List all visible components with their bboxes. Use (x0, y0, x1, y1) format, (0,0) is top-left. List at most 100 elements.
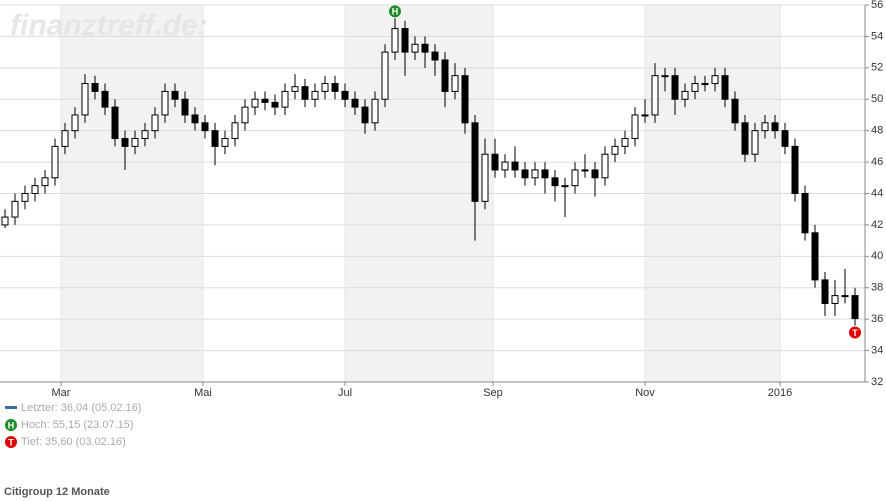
candle-body (41, 177, 49, 187)
candle-body (851, 295, 859, 320)
candle-body (771, 122, 779, 132)
candle-body (51, 145, 59, 179)
extreme-marker-label: T (852, 328, 858, 338)
y-tick-label: 40 (871, 250, 883, 262)
y-tick-label: 56 (871, 0, 883, 11)
candle-body (741, 122, 749, 155)
candle-body (791, 145, 799, 194)
candle-body (341, 90, 349, 100)
candle-body (81, 83, 89, 116)
candle-body (551, 177, 559, 187)
candle-body (301, 86, 309, 100)
candle-body (101, 90, 109, 108)
candle-body (11, 200, 19, 218)
chart-title: Citigroup 12 Monate (4, 486, 110, 498)
candle-body (241, 106, 249, 124)
extreme-marker (849, 326, 861, 339)
candle-body (691, 83, 699, 92)
candle-body (351, 98, 359, 108)
legend-label: Letzter: 36,04 (05.02.16) (21, 402, 141, 414)
y-tick-label: 32 (871, 376, 883, 388)
candle-body (831, 295, 839, 304)
x-tick-label: Sep (483, 387, 503, 399)
legend-marker-label: T (8, 437, 14, 447)
legend-marker-label: H (8, 420, 15, 430)
candle-body (471, 122, 479, 202)
candle-body (221, 138, 229, 147)
legend-label: Tief: 35,60 (03.02.16) (21, 436, 126, 448)
candle-body (801, 193, 809, 234)
candle-body (31, 185, 39, 194)
extreme-marker-label: H (392, 7, 399, 17)
candle-body (781, 130, 789, 147)
legend-swatch (5, 406, 17, 409)
candle-body (711, 75, 719, 85)
candle-body (151, 114, 159, 132)
candle-body (601, 153, 609, 179)
candle-body (501, 161, 509, 171)
candle-body (391, 28, 399, 53)
watermark: finanztreff.de: (10, 9, 208, 42)
legend-label: Hoch: 55,15 (23.07.15) (21, 419, 134, 431)
y-tick-label: 36 (871, 313, 883, 325)
y-tick-label: 52 (871, 62, 883, 74)
candle-body (91, 83, 99, 92)
candle-body (451, 75, 459, 92)
candle-body (681, 90, 689, 100)
candle-body (21, 193, 29, 202)
x-tick-label: Mai (194, 387, 212, 399)
y-tick-label: 34 (871, 344, 883, 356)
candle-body (661, 75, 669, 78)
candle-body (671, 75, 679, 100)
candle-body (171, 90, 179, 100)
candle-body (181, 98, 189, 116)
x-tick-label: Mar (52, 387, 71, 399)
candle-body (271, 101, 279, 108)
candle-body (191, 114, 199, 124)
legend-marker (5, 419, 17, 431)
candle-body (761, 122, 769, 132)
y-tick-label: 54 (871, 30, 883, 42)
y-tick-label: 48 (871, 125, 883, 137)
candle-body (511, 161, 519, 171)
candle-body (621, 138, 629, 147)
candle-body (371, 98, 379, 124)
candle-body (161, 90, 169, 116)
candle-body (201, 122, 209, 132)
candle-body (481, 153, 489, 202)
candle-body (121, 138, 129, 147)
candle-body (841, 295, 849, 298)
legend-marker (5, 436, 17, 448)
candle-body (311, 90, 319, 100)
candle-body (591, 169, 599, 179)
candle-body (611, 145, 619, 155)
candle-body (61, 130, 69, 147)
candle-body (731, 98, 739, 124)
candle-body (641, 114, 649, 117)
candle-body (111, 106, 119, 140)
x-tick-label: Jul (338, 387, 352, 399)
candle-body (411, 43, 419, 53)
x-tick-label: Nov (635, 387, 655, 399)
extreme-marker (389, 5, 401, 18)
candle-body (461, 75, 469, 124)
y-tick-label: 46 (871, 156, 883, 168)
candle-body (811, 232, 819, 281)
candle-body (701, 83, 709, 86)
candle-body (261, 98, 269, 103)
x-tick-label: 2016 (768, 387, 792, 399)
candle-body (421, 43, 429, 53)
candle-body (571, 169, 579, 187)
candle-body (321, 83, 329, 92)
candle-body (751, 130, 759, 155)
candle-body (141, 130, 149, 140)
candle-body (721, 75, 729, 100)
candle-body (291, 86, 299, 92)
candle-body (441, 59, 449, 92)
candle-body (251, 98, 259, 108)
candle-body (521, 169, 529, 179)
candle-body (491, 153, 499, 171)
candle-body (231, 122, 239, 140)
y-tick-label: 50 (871, 93, 883, 105)
